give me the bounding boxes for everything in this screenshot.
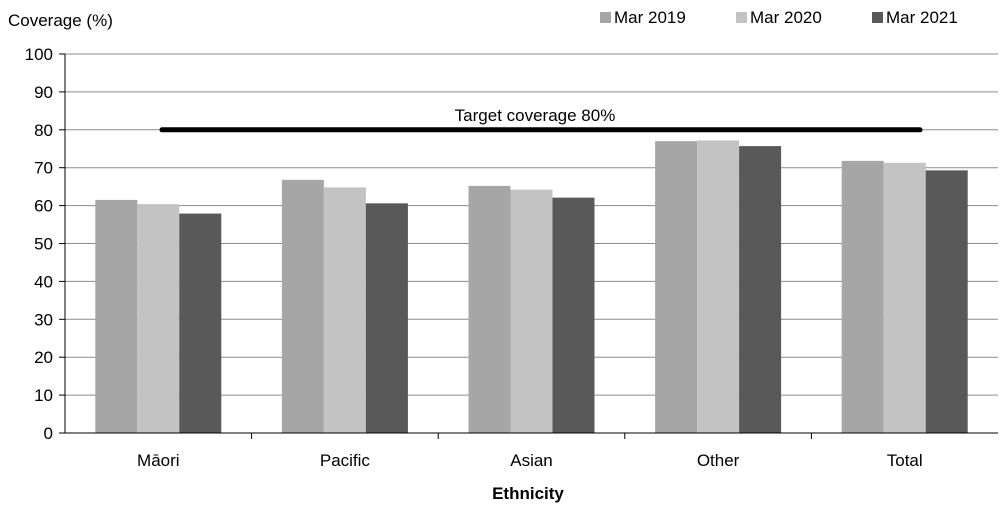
- bar: [739, 146, 782, 434]
- legend-label: Mar 2020: [750, 8, 822, 27]
- y-tick-labels: 0 10 20 30 40 50 60 70 80 90 100: [25, 45, 65, 443]
- legend-swatch: [736, 12, 747, 23]
- bar: [510, 189, 553, 433]
- bar: [323, 187, 366, 433]
- bar: [281, 179, 324, 433]
- target-line-label: Target coverage 80%: [455, 106, 616, 125]
- x-tick-label: Asian: [510, 451, 553, 470]
- x-tick-label: Māori: [137, 451, 180, 470]
- legend: Mar 2019 Mar 2020 Mar 2021: [600, 8, 958, 27]
- bar: [365, 203, 408, 433]
- y-tick-label: 50: [34, 235, 53, 254]
- legend-swatch: [872, 12, 883, 23]
- legend-swatch: [600, 12, 611, 23]
- y-tick-label: 30: [34, 310, 53, 329]
- y-tick-label: 80: [34, 121, 53, 140]
- y-tick-label: 0: [44, 424, 53, 443]
- y-tick-label: 60: [34, 197, 53, 216]
- bar: [697, 140, 740, 434]
- bar: [841, 160, 884, 434]
- bar: [137, 204, 180, 433]
- y-tick-label: 40: [34, 272, 53, 291]
- x-tick-label: Other: [697, 451, 740, 470]
- x-tick-labels: Māori Pacific Asian Other Total: [137, 433, 923, 470]
- x-tick-label: Pacific: [320, 451, 371, 470]
- bar: [468, 185, 511, 433]
- y-tick-label: 10: [34, 386, 53, 405]
- y-tick-label: 100: [25, 45, 53, 64]
- x-axis-title: Ethnicity: [492, 484, 564, 503]
- bar: [95, 199, 138, 433]
- bar: [179, 213, 222, 433]
- x-tick-label: Total: [887, 451, 923, 470]
- bar: [655, 141, 698, 434]
- bars: [95, 140, 968, 434]
- y-tick-label: 70: [34, 159, 53, 178]
- bar: [925, 170, 968, 433]
- reference-line-group: Target coverage 80%: [159, 106, 923, 133]
- y-tick-label: 90: [34, 83, 53, 102]
- bar: [552, 197, 595, 433]
- legend-label: Mar 2019: [614, 8, 686, 27]
- y-axis-title: Coverage (%): [8, 11, 113, 30]
- legend-label: Mar 2021: [886, 8, 958, 27]
- y-tick-label: 20: [34, 348, 53, 367]
- bar: [883, 162, 926, 433]
